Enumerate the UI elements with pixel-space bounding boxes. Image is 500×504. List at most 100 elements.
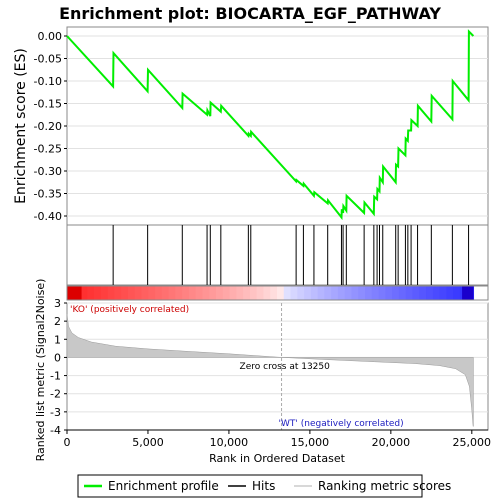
color-bar-segment xyxy=(371,286,380,300)
color-bar-segment xyxy=(175,286,183,300)
zero-cross-label: Zero cross at 13250 xyxy=(240,362,331,372)
es-y-tick-label: -0.20 xyxy=(34,120,62,133)
x-tick-label: 25,000 xyxy=(453,436,492,449)
color-bar-segment xyxy=(324,286,332,300)
color-bar-segment xyxy=(222,286,231,300)
x-tick-label: 10,000 xyxy=(210,436,249,449)
color-bar-segment xyxy=(365,286,373,300)
color-bar-segment xyxy=(419,286,427,300)
color-bar-segment xyxy=(188,286,197,300)
rank-color-bar xyxy=(66,285,489,301)
rank-y-tick-label: 1 xyxy=(54,333,61,346)
color-bar-segment xyxy=(358,286,366,300)
color-bar-segment xyxy=(229,286,237,300)
x-axis-ticks: 0 5,000 10,000 15,000 20,000 25,000 xyxy=(64,429,492,449)
es-y-tick-label: -0.25 xyxy=(34,143,62,156)
es-y-tick-label: -0.30 xyxy=(34,165,62,178)
color-bar-segment xyxy=(331,286,339,300)
es-gridlines xyxy=(67,35,488,217)
rank-y-tick-label: 0 xyxy=(54,351,61,364)
color-bar-segment xyxy=(236,286,244,300)
rank-y-tick-label: -2 xyxy=(50,388,61,401)
es-y-tick-label: -0.15 xyxy=(34,98,62,111)
rank-y-ticks: 3 2 1 0 -1 -2 -3 -4 xyxy=(50,297,67,437)
color-bar-segment xyxy=(121,286,129,300)
color-bar-segment xyxy=(243,286,251,300)
color-bar-segment xyxy=(304,286,312,300)
color-bar-segment xyxy=(100,286,109,300)
legend-label: Enrichment profile xyxy=(108,479,219,493)
color-bar-segment xyxy=(67,286,82,300)
color-bar-segment xyxy=(182,286,190,300)
rank-y-tick-label: 3 xyxy=(54,297,61,310)
color-bar-segment xyxy=(256,286,265,300)
x-tick-label: 0 xyxy=(64,436,71,449)
legend-label: Hits xyxy=(252,479,275,493)
color-bar-segment xyxy=(310,286,319,300)
color-bar-segment xyxy=(283,286,292,300)
color-bar-segment xyxy=(216,286,224,300)
color-bar-segment xyxy=(107,286,116,300)
color-bar-segment xyxy=(412,286,420,300)
legend: Enrichment profile Hits Ranking metric sco… xyxy=(84,479,451,493)
rank-y-tick-label: -1 xyxy=(50,370,61,383)
color-bar-segment xyxy=(155,286,163,300)
chart-title: Enrichment plot: BIOCARTA_EGF_PATHWAY xyxy=(59,4,441,23)
color-bar-segment xyxy=(94,286,102,300)
color-bar-segment xyxy=(127,286,136,300)
color-bar-segment xyxy=(80,286,88,300)
es-y-tick-label: -0.40 xyxy=(34,210,62,223)
rank-panel-frame xyxy=(66,302,489,431)
rank-y-tick-label: -3 xyxy=(50,406,61,419)
enrichment-profile-line xyxy=(66,29,475,221)
positive-class-label: 'KO' (positively correlated) xyxy=(70,305,189,315)
x-axis-label: Rank in Ordered Dataset xyxy=(209,452,346,465)
rank-y-axis-label: Ranked list metric (Signal2Noise) xyxy=(34,279,47,462)
color-bar-segment xyxy=(351,286,359,300)
es-y-tick-label: -0.10 xyxy=(34,75,62,88)
ranking-metric-area xyxy=(66,313,474,427)
color-bar-segment xyxy=(378,286,386,300)
legend-box xyxy=(77,474,423,498)
color-bar-segment xyxy=(453,286,461,300)
color-bar-segment xyxy=(426,286,434,300)
color-bar-segment xyxy=(249,286,258,300)
color-bar-segment xyxy=(168,286,176,300)
color-bar-segment xyxy=(270,286,278,300)
es-y-ticks: 0.00 -0.05 -0.10 -0.15 -0.20 -0.25 -0.30 -0.35 -… xyxy=(34,30,67,223)
es-y-tick-label: -0.05 xyxy=(34,53,62,66)
color-bar-segment xyxy=(161,286,170,300)
color-bar-segment xyxy=(439,286,447,300)
rank-y-tick-label: 2 xyxy=(54,315,61,328)
color-bar-segment xyxy=(297,286,305,300)
color-bar-segment xyxy=(462,286,474,300)
color-bar-segment xyxy=(87,286,95,300)
color-bar-segment xyxy=(134,286,143,300)
color-bar-segment xyxy=(385,286,393,300)
x-tick-label: 5,000 xyxy=(132,436,164,449)
color-bar-segment xyxy=(263,286,271,300)
es-y-tick-label: 0.00 xyxy=(38,30,63,43)
color-bar-segment xyxy=(209,286,217,300)
color-bar-segment xyxy=(446,286,454,300)
color-bar-frame xyxy=(66,285,489,301)
color-bar-segment xyxy=(405,286,414,300)
x-tick-label: 20,000 xyxy=(372,436,411,449)
rank-y-tick-label: -4 xyxy=(50,424,61,437)
negative-class-label: 'WT' (negatively correlated) xyxy=(279,419,404,429)
color-bar-segment xyxy=(202,286,210,300)
hits-panel-frame xyxy=(66,224,489,286)
legend-label: Ranking metric scores xyxy=(318,479,451,493)
color-bar-segment xyxy=(148,286,156,300)
color-bar-segment xyxy=(432,286,441,300)
hit-markers xyxy=(112,225,470,285)
color-bar-segment xyxy=(392,286,400,300)
color-bar-segment xyxy=(398,286,407,300)
color-bar-segment xyxy=(114,286,122,300)
color-bar-segment xyxy=(195,286,204,300)
es-y-axis-label: Enrichment score (ES) xyxy=(13,48,29,204)
color-bar-segment xyxy=(317,286,326,300)
color-bar-segment xyxy=(276,286,285,300)
